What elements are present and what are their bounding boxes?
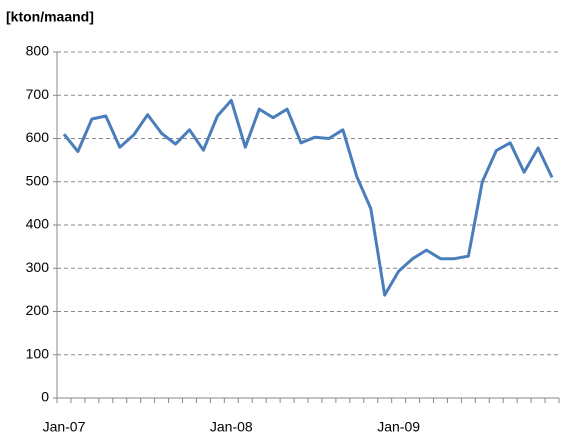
y-tick-label: 700 [26,86,50,102]
x-tick-label: Jan-07 [43,419,86,434]
x-tick-label: Jan-08 [210,419,253,434]
y-tick-label: 800 [26,43,50,59]
x-tick-label: Jan-09 [377,419,420,434]
y-tick-label: 300 [26,259,50,275]
chart-title: [kton/maand] [6,9,94,25]
y-tick-label: 400 [26,216,50,232]
y-tick-label: 600 [26,129,50,145]
y-tick-label: 100 [26,345,50,361]
y-tick-label: 0 [41,389,49,405]
data-line [62,98,554,297]
y-tick-label: 500 [26,172,50,188]
y-tick-label: 200 [26,302,50,318]
